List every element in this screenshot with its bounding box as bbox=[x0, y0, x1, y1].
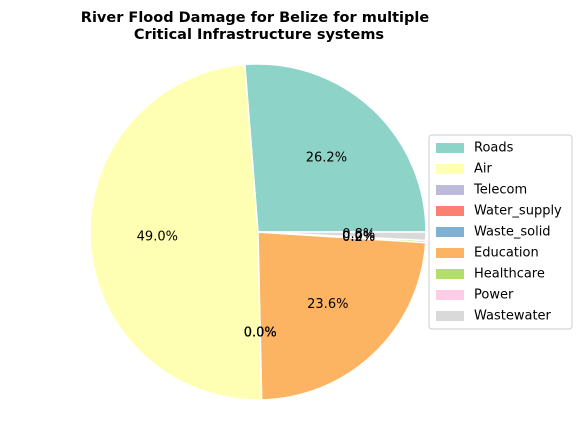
legend-label-roads: Roads bbox=[474, 141, 514, 156]
legend-label-telecom: Telecom bbox=[473, 183, 527, 198]
legend-label-power: Power bbox=[474, 288, 514, 303]
legend-swatch-air bbox=[436, 164, 464, 174]
legend-swatch-roads bbox=[436, 143, 464, 153]
legend-label-water-supply: Water_supply bbox=[474, 204, 562, 219]
legend-swatch-healthcare bbox=[436, 269, 464, 279]
pct-label-power: 0.0% bbox=[342, 230, 375, 245]
title-line-1: River Flood Damage for Belize for multip… bbox=[81, 10, 430, 26]
legend-label-healthcare: Healthcare bbox=[474, 267, 545, 282]
legend-frame bbox=[428, 134, 573, 330]
title-line-2: Critical Infrastructure systems bbox=[134, 27, 384, 43]
pct-label-air: 49.0% bbox=[137, 230, 178, 245]
legend-swatch-telecom bbox=[436, 185, 464, 195]
pct-label-waste-solid: 0.0% bbox=[244, 325, 277, 340]
legend-swatch-waste-solid bbox=[436, 227, 464, 237]
legend-label-waste-solid: Waste_solid bbox=[474, 225, 551, 240]
pct-label-healthcare: 0.2% bbox=[342, 230, 375, 245]
legend-label-education: Education bbox=[474, 246, 539, 261]
legend: Roads Air Telecom Water_supply Waste_solid Ed… bbox=[428, 134, 573, 330]
pct-label-wastewater: 0.8% bbox=[342, 227, 375, 242]
pct-label-water-supply: 0.0% bbox=[244, 325, 277, 340]
legend-swatch-wastewater bbox=[436, 311, 464, 321]
pie-slices bbox=[89, 63, 427, 401]
pie-slice-air bbox=[89, 63, 263, 401]
chart-title: River Flood Damage for Belize for multip… bbox=[81, 10, 430, 43]
pie-slice-education bbox=[257, 231, 427, 401]
legend-label-wastewater: Wastewater bbox=[474, 309, 552, 324]
legend-swatch-power bbox=[436, 290, 464, 300]
pie-slice-roads bbox=[244, 63, 427, 233]
legend-swatch-education bbox=[436, 248, 464, 258]
pct-label-roads: 26.2% bbox=[306, 150, 347, 165]
legend-swatch-water-supply bbox=[436, 206, 464, 216]
pie-percent-labels: 26.2%49.0%0.0%0.0%0.0%23.6%0.2%0.0%0.8% bbox=[137, 150, 376, 340]
pie-slice-wastewater bbox=[257, 231, 427, 242]
pct-label-telecom: 0.0% bbox=[244, 325, 277, 340]
legend-label-air: Air bbox=[474, 162, 493, 177]
pct-label-education: 23.6% bbox=[307, 297, 348, 312]
